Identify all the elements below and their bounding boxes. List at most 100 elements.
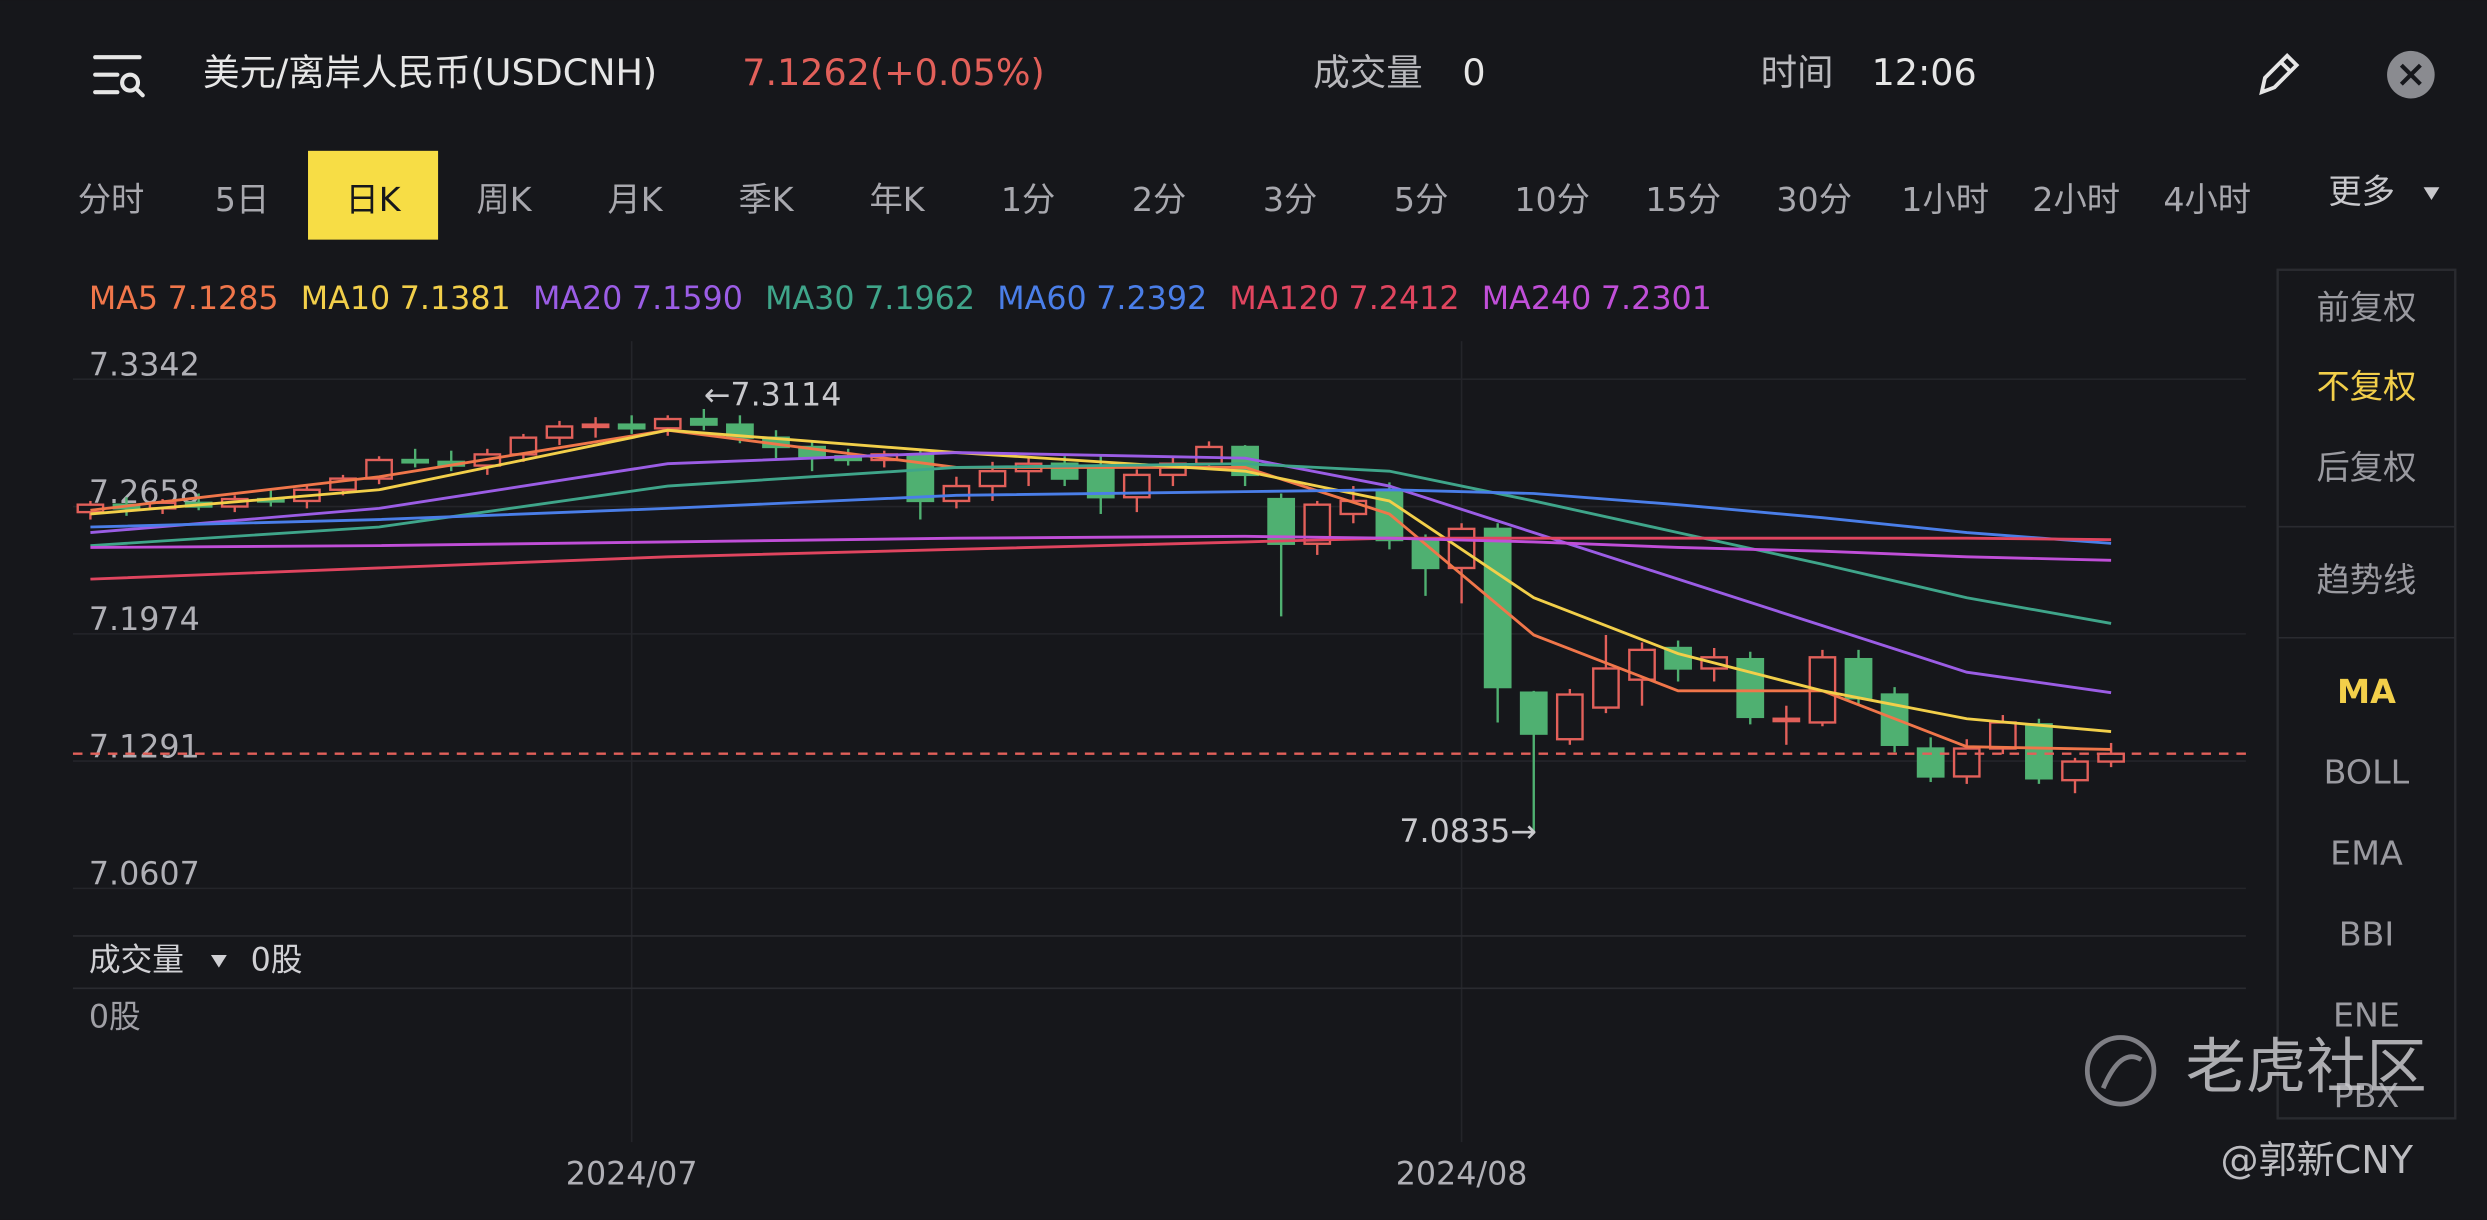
side-menu-item[interactable]: ENE <box>2333 995 2400 1034</box>
legend-value: 7.1962 <box>864 281 975 317</box>
ma-legend: MA5 7.1285 MA10 7.1381 MA20 7.1590 MA30 7.1962 M… <box>89 281 1712 317</box>
side-menu-item[interactable]: PBX <box>2334 1076 2400 1115</box>
legend-name: MA120 <box>1229 281 1339 317</box>
side-menu-item[interactable]: 前复权 <box>2317 288 2417 327</box>
y-tick-label: 7.1291 <box>89 729 200 765</box>
tab[interactable]: 4小时 <box>2163 180 2251 219</box>
candle-body <box>1628 648 1656 681</box>
tab[interactable]: 分时 <box>78 180 145 219</box>
legend-name: MA60 <box>997 281 1086 317</box>
tab-bar: 分时 5日 日K 周K 月K 季K 年K 1分 2分 3分 5分 10分 15分 30分 1小时 2小时 4小时 <box>78 150 2251 240</box>
side-menu-item[interactable]: 不复权 <box>2317 367 2417 406</box>
legend-value: 7.2412 <box>1349 281 1460 317</box>
more-tab[interactable]: 更多 <box>2328 172 2395 211</box>
candle-body <box>2097 752 2125 763</box>
candle-body <box>617 423 646 430</box>
volume-label: 成交量 <box>1313 51 1422 94</box>
legend-value: 7.2392 <box>1096 281 1207 317</box>
candle-body <box>1916 747 1945 778</box>
watermark-logo <box>2084 1035 2157 1107</box>
ma-line <box>90 451 2112 695</box>
volume-panel-value: 0股 <box>251 942 303 978</box>
tab[interactable]: 10分 <box>1514 180 1590 219</box>
menu-icon[interactable] <box>93 55 145 98</box>
candle-body <box>942 484 971 503</box>
x-tick-label: 2024/08 <box>1396 1156 1528 1192</box>
edit-icon[interactable] <box>2259 52 2300 96</box>
more-arrow <box>2423 187 2440 200</box>
side-menu-item[interactable]: BOLL <box>2324 753 2410 792</box>
tab[interactable]: 年K <box>870 180 926 219</box>
legend-name: MA30 <box>765 281 854 317</box>
ma-line <box>90 462 2112 625</box>
side-panel <box>2276 268 2457 1120</box>
y-tick-label: 7.1974 <box>89 602 200 638</box>
candle-body <box>1844 657 1873 700</box>
min-annotation: 7.0835→ <box>1399 814 1537 850</box>
side-menu-item[interactable]: 后复权 <box>2317 448 2417 487</box>
tab[interactable]: 季K <box>739 180 795 219</box>
candle-body <box>978 469 1007 488</box>
candle-body <box>2025 723 2053 780</box>
volume-panel-label[interactable]: 成交量 <box>89 942 184 978</box>
candle-body <box>653 417 682 430</box>
candle-body <box>1519 691 1548 735</box>
side-menu-item[interactable]: 趋势线 <box>2317 561 2417 600</box>
candle-body <box>2061 760 2089 782</box>
side-menu-item[interactable]: MA <box>2337 672 2396 711</box>
candle-body <box>1988 721 2017 750</box>
tab[interactable]: 5日 <box>215 180 269 219</box>
tab[interactable]: 30分 <box>1776 180 1852 219</box>
tab[interactable]: 日K <box>345 180 401 219</box>
candle-body <box>1772 717 1801 723</box>
side-menu-item[interactable]: BBI <box>2339 914 2395 953</box>
candle-body <box>329 477 357 491</box>
volume-value: 0 <box>1462 51 1485 94</box>
tab[interactable]: 2小时 <box>2032 180 2120 219</box>
ma-line <box>90 428 2112 734</box>
candle-body <box>365 458 393 480</box>
volume-dropdown[interactable] <box>210 954 227 968</box>
tab[interactable]: 月K <box>608 180 664 219</box>
candle-body <box>545 425 574 439</box>
legend-value: 7.1381 <box>400 281 511 317</box>
candle-body <box>401 458 430 464</box>
legend-value: 7.1285 <box>168 281 279 317</box>
legend-name: MA10 <box>301 281 390 317</box>
candle-body <box>1592 667 1620 709</box>
active-tab-bg <box>308 150 439 240</box>
watermark-author: @郭新CNY <box>2221 1138 2414 1182</box>
ma-line <box>90 488 2112 545</box>
price: 7.1262(+0.05%) <box>742 51 1044 94</box>
legend-name: MA20 <box>533 281 622 317</box>
tab[interactable]: 15分 <box>1645 180 1721 219</box>
watermark-brand: 老虎社区 <box>2186 1032 2427 1102</box>
title: 美元/离岸人民币(USDCNH) <box>203 51 657 94</box>
tab[interactable]: 1小时 <box>1901 180 1989 219</box>
legend-value: 7.2301 <box>1601 281 1712 317</box>
candle-body <box>1736 657 1765 719</box>
tab[interactable]: 1分 <box>1001 180 1055 219</box>
legend-value: 7.1590 <box>632 281 743 317</box>
tab[interactable]: 3分 <box>1263 180 1317 219</box>
close-button[interactable] <box>2387 50 2435 99</box>
y-tick-label: 7.3342 <box>89 348 200 384</box>
legend-name: MA5 <box>89 281 158 317</box>
x-tick-label: 2024/07 <box>566 1156 698 1192</box>
ma-line <box>90 534 2112 562</box>
tab[interactable]: 2分 <box>1132 180 1186 219</box>
max-annotation: ←7.3114 <box>704 377 842 413</box>
candle-body <box>581 423 610 429</box>
candle-body <box>1555 693 1584 741</box>
candle-body <box>689 417 718 426</box>
tab[interactable]: 周K <box>476 180 532 219</box>
legend-name: MA240 <box>1482 281 1592 317</box>
side-menu-item[interactable]: EMA <box>2330 834 2403 873</box>
tab[interactable]: 5分 <box>1394 180 1448 219</box>
volume-axis-label: 0股 <box>89 999 141 1035</box>
candle-body <box>1483 527 1512 689</box>
